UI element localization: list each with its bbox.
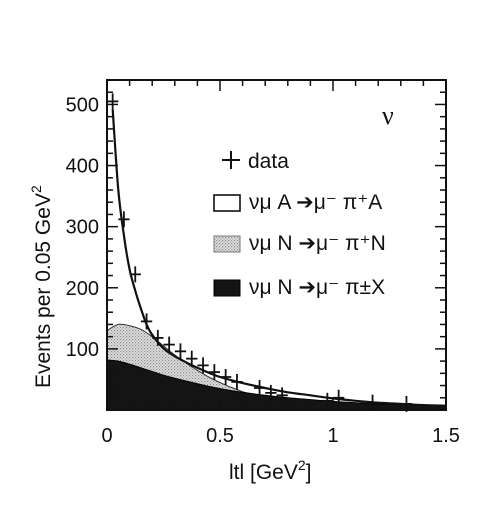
legend-pi-plus-N-label: νμ N ➔μ⁻ π⁺N bbox=[249, 232, 386, 255]
legend-data-marker bbox=[222, 151, 240, 169]
data-point bbox=[152, 329, 164, 346]
data-point bbox=[186, 350, 198, 367]
x-tick-label: 1 bbox=[327, 425, 338, 447]
data-point bbox=[276, 387, 288, 404]
legend-hatched-box bbox=[213, 235, 241, 253]
data-point bbox=[231, 373, 243, 390]
y-tick-label: 400 bbox=[66, 156, 99, 178]
data-point bbox=[321, 392, 333, 409]
plot-frame bbox=[106, 79, 447, 411]
x-tick-label: 1.5 bbox=[432, 425, 460, 447]
legend-filled-box bbox=[213, 279, 241, 297]
legend-data-label: data bbox=[248, 150, 289, 173]
y-tick-label: 100 bbox=[66, 339, 99, 361]
x-tick-label: 0 bbox=[101, 425, 112, 447]
legend-open-box bbox=[213, 194, 241, 212]
legend: data νμ A ➔μ⁻ π⁺A νμ N ➔μ⁻ π⁺N νμ N ➔μ⁻ … bbox=[213, 150, 386, 299]
data-point bbox=[253, 380, 266, 396]
x-axis-label-sup: 2 bbox=[298, 457, 306, 473]
y-tick-label: 200 bbox=[66, 278, 99, 300]
data-point bbox=[220, 369, 232, 385]
data-point bbox=[400, 395, 413, 412]
y-axis-label: Events per 0.05 GeV2 bbox=[28, 185, 55, 388]
y-tick-label: 300 bbox=[66, 217, 99, 239]
y-axis-label-sup: 2 bbox=[28, 185, 44, 193]
legend-pi-pm-X-label: νμ N ➔μ⁻ π±X bbox=[249, 276, 385, 299]
data-point bbox=[140, 313, 153, 330]
x-axis-label: ltl [GeV2] bbox=[229, 457, 312, 484]
data-point bbox=[163, 336, 175, 353]
data-point bbox=[366, 394, 379, 411]
x-tick-label: 0.5 bbox=[206, 425, 234, 447]
legend-coherent-label: νμ A ➔μ⁻ π⁺A bbox=[249, 191, 382, 214]
data-point bbox=[208, 364, 220, 381]
axis-ticks bbox=[106, 80, 447, 410]
data-points bbox=[107, 93, 413, 412]
y-tick-label: 500 bbox=[66, 94, 99, 116]
data-point bbox=[265, 384, 277, 401]
data-point bbox=[333, 389, 345, 406]
data-point bbox=[129, 266, 141, 283]
data-point bbox=[197, 357, 209, 374]
data-point bbox=[118, 211, 130, 228]
nu-annotation: ν bbox=[382, 101, 394, 130]
tick-labels: 0 0.5 1 1.5 100 200 300 400 500 bbox=[66, 94, 460, 447]
data-point bbox=[174, 343, 187, 360]
data-point bbox=[107, 93, 119, 110]
